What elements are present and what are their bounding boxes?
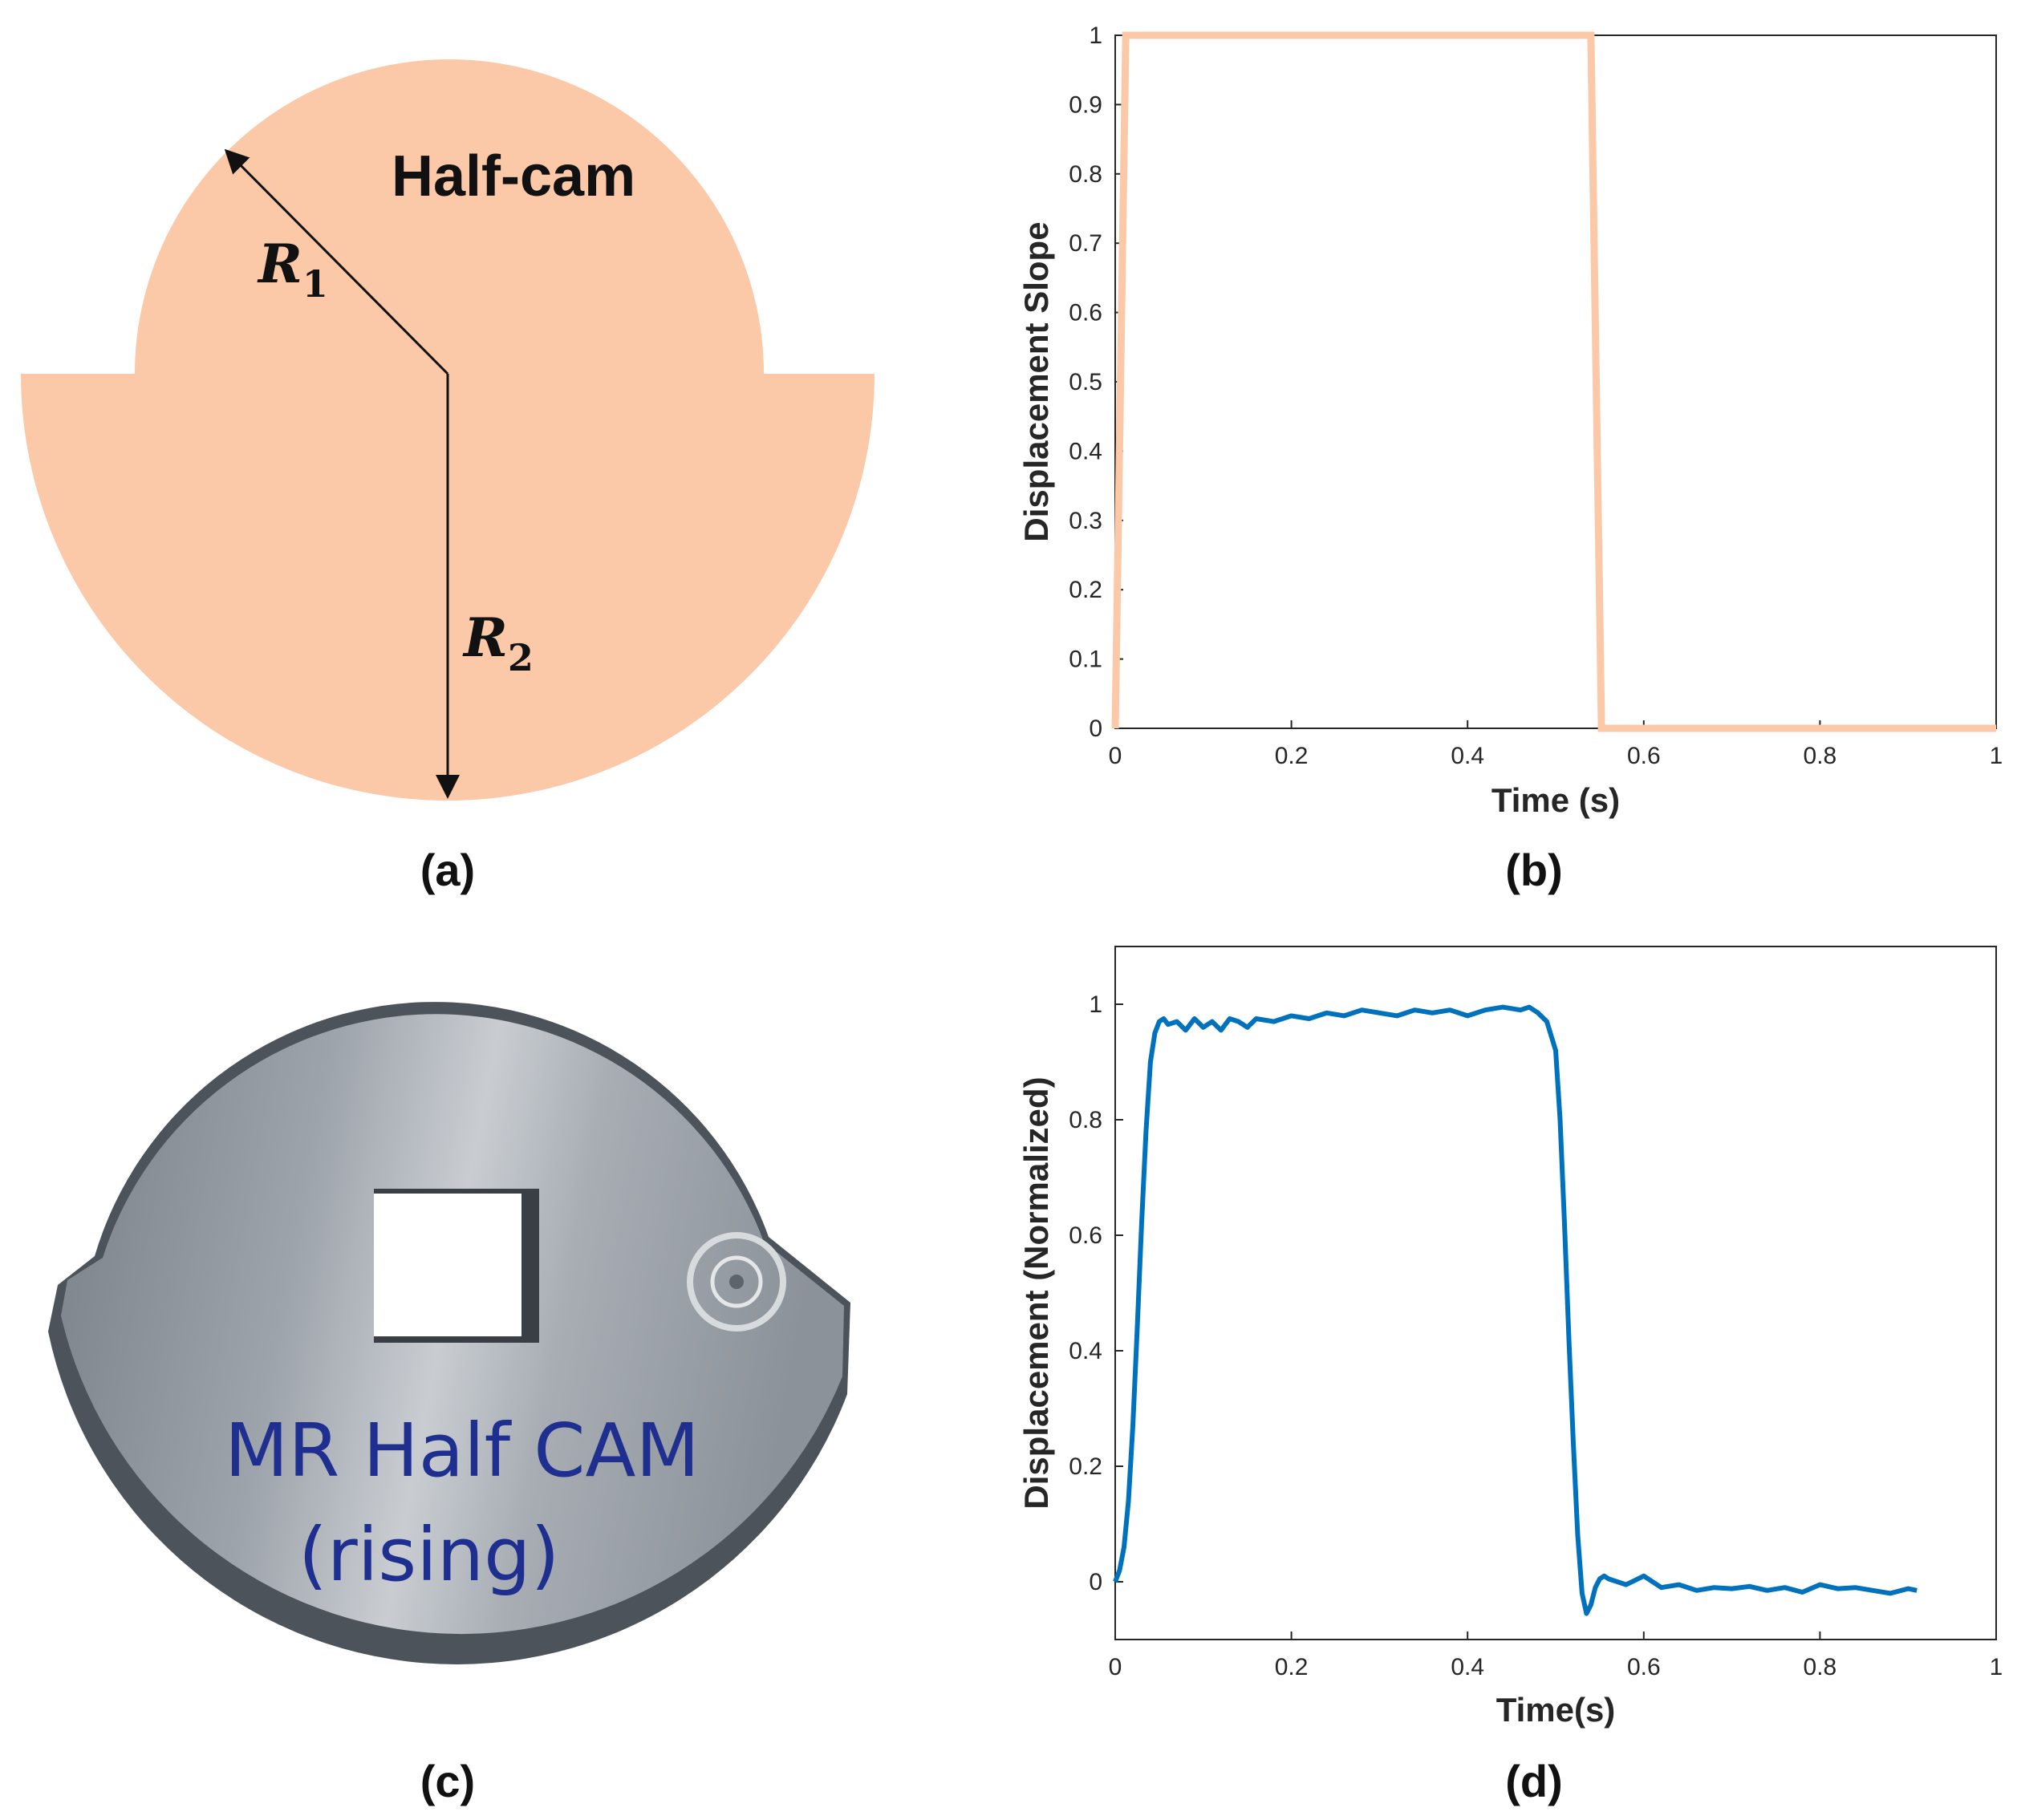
chart-b-ytick-label: 0.6 [1069,300,1102,326]
bearing-inner [710,1255,763,1308]
chart-b-ytick-label: 0.3 [1069,508,1102,534]
panel-c: MR Half CAM (rising) (c) [48,1002,850,1806]
chart-d-xlabel: Time(s) [1496,1691,1616,1729]
chart-b-ytick-label: 0 [1089,715,1102,742]
chart-b-ytick-label: 0.5 [1069,369,1102,395]
chart-d-plot-area [1114,946,1997,1640]
chart-d-ytick-label: 0.8 [1069,1107,1102,1133]
panel-b: 0 0.2 0.4 0.6 0.8 1 0 0.1 0.2 0.3 0.4 0.5 0.6 0.7 0.8 0… [1017,22,2003,895]
chart-b-ytick-label: 1 [1089,22,1102,49]
chart-d-ticks: 0 0.2 0.4 0.6 0.8 1 0 0.2 0.4 0.6 0.8 1 [1069,991,2003,1680]
chart-b-xtick-label: 0.2 [1275,743,1309,769]
panel-a: Half-cam R1 R2 (a) [21,59,875,895]
chart-d-series-line [1113,1004,1918,1616]
chart-d-ytick-label: 1 [1089,991,1102,1018]
chart-b-ytick-label: 0.9 [1069,91,1102,118]
chart-b-xtick-label: 0.8 [1804,743,1837,769]
panel-d: 0 0.2 0.4 0.6 0.8 1 0 0.2 0.4 0.6 0.8 1 Time(s) Dis… [1017,946,2003,1806]
chart-b-ticks: 0 0.2 0.4 0.6 0.8 1 0 0.1 0.2 0.3 0.4 0.5 0.6 0.7 0.8 0… [1069,22,2003,769]
handwritten-label-line1: MR Half CAM [225,1408,700,1494]
chart-b-xtick-label: 1 [1990,743,2003,769]
panel-label-d: (d) [1505,1756,1563,1806]
panel-label-c: (c) [420,1756,475,1806]
chart-d-xtick-label: 0.8 [1804,1654,1837,1680]
chart-b-ytick-label: 0.1 [1069,647,1102,673]
chart-b-ytick-label: 0.2 [1069,577,1102,603]
chart-d: 0 0.2 0.4 0.6 0.8 1 0 0.2 0.4 0.6 0.8 1 Time(s) Dis… [1017,946,2003,1729]
panel-label-b: (b) [1505,845,1563,895]
r1-arrow [224,148,449,375]
chart-b-ytick-label: 0.8 [1069,161,1102,188]
bearing-hole [729,1275,744,1289]
chart-b-xtick-label: 0.4 [1451,743,1484,769]
chart-d-xtick-label: 0.4 [1451,1654,1484,1680]
bearing-ring [687,1232,786,1332]
chart-b-ylabel: Displacement Slope [1017,221,1055,541]
r2-label: R2 [462,606,534,679]
chart-d-ytick-label: 0.6 [1069,1222,1102,1249]
chart-b-plot-area [1114,34,1997,729]
chart-b-xlabel: Time (s) [1491,781,1620,819]
chart-d-ylabel: Displacement (Normalized) [1017,1076,1055,1509]
chart-d-xtick-label: 1 [1990,1654,2003,1680]
chart-b-ytick-label: 0.4 [1069,438,1102,464]
chart-d-ytick-label: 0.4 [1069,1338,1102,1364]
r1-label: R1 [257,233,328,306]
chart-b-xtick-label: 0.6 [1627,743,1661,769]
chart-d-ytick-label: 0.2 [1069,1453,1102,1480]
square-hole-opening [374,1194,521,1336]
chart-b-ytick-label: 0.7 [1069,230,1102,257]
chart-b: 0 0.2 0.4 0.6 0.8 1 0 0.1 0.2 0.3 0.4 0.5 0.6 0.7 0.8 0… [1017,22,2003,819]
handwritten-label-line2: (rising) [298,1512,559,1598]
cam-title: Half-cam [392,144,635,209]
chart-d-ytick-label: 0 [1089,1569,1102,1595]
chart-b-series-line [1111,31,1996,732]
chart-b-xtick-label: 0 [1109,743,1122,769]
panel-label-a: (a) [420,845,475,895]
chart-d-xtick-label: 0.6 [1627,1654,1661,1680]
chart-d-xtick-label: 0.2 [1275,1654,1309,1680]
chart-d-xtick-label: 0 [1109,1654,1122,1680]
